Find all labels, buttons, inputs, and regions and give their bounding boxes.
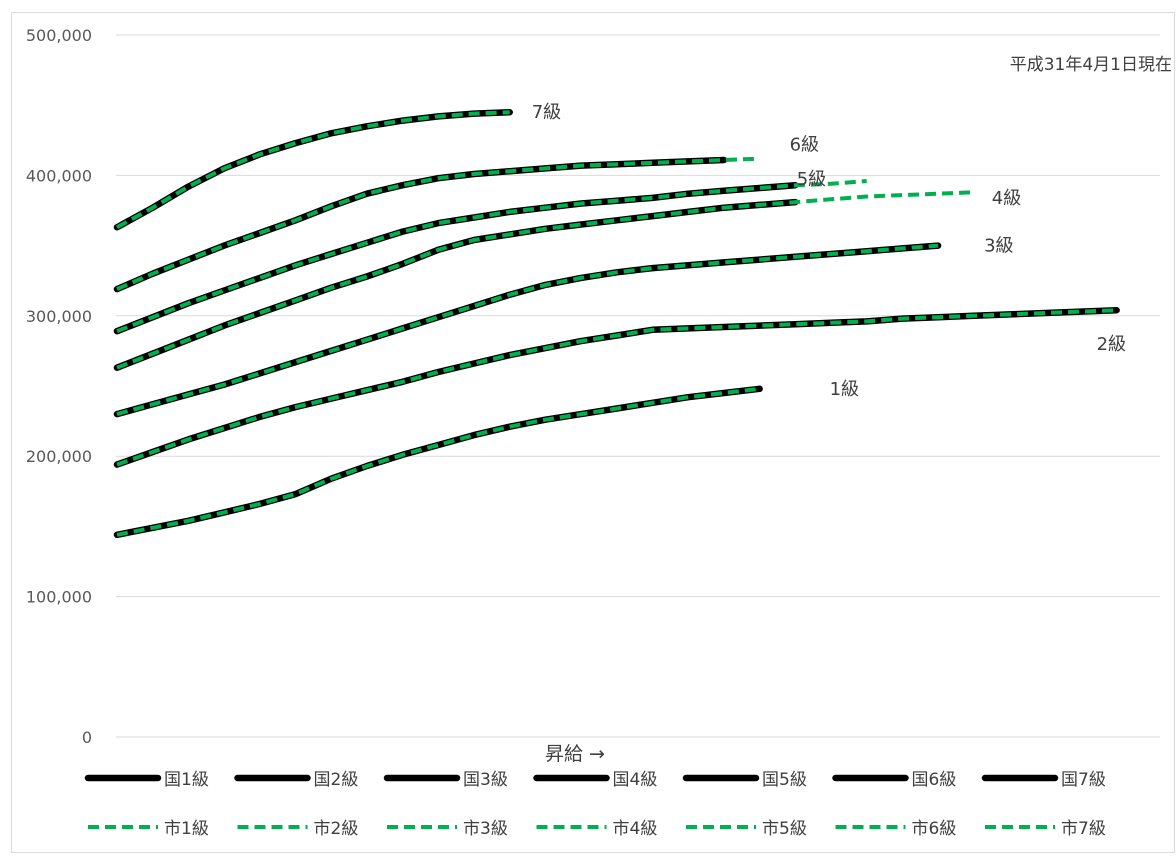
y-tick-label: 500,000 bbox=[26, 26, 92, 45]
series-line-city-grade-3 bbox=[116, 243, 939, 417]
legend-label-national-2: 国2級 bbox=[314, 770, 359, 790]
y-tick-label: 200,000 bbox=[26, 447, 92, 466]
grade-labels: 1級 2級 3級 4級 5級 6級 7級 bbox=[532, 102, 1126, 400]
legend-label-national-5: 国5級 bbox=[762, 770, 807, 790]
y-tick-label: 100,000 bbox=[26, 588, 92, 607]
legend-label-city-7: 市7級 bbox=[1061, 819, 1106, 839]
legend-label-city-6: 市6級 bbox=[912, 819, 957, 839]
series-line-city-grade-4 bbox=[116, 190, 974, 370]
legend-label-national-6: 国6級 bbox=[912, 770, 957, 790]
y-tick-label: 400,000 bbox=[26, 166, 92, 185]
grade-label-5: 5級 bbox=[797, 169, 826, 190]
legend-label-city-1: 市1級 bbox=[164, 819, 209, 839]
series-line-city-grade-1 bbox=[116, 386, 760, 537]
legend-label-city-5: 市5級 bbox=[762, 819, 807, 839]
x-axis-label: 昇給 → bbox=[545, 743, 605, 765]
series-line-city-grade-2 bbox=[116, 308, 1117, 467]
grade-label-1: 1級 bbox=[830, 379, 859, 400]
chart-border bbox=[11, 12, 1175, 853]
series-lines bbox=[113, 108, 1120, 539]
gridlines bbox=[116, 34, 1160, 738]
grade-label-2: 2級 bbox=[1097, 334, 1126, 355]
legend-label-national-3: 国3級 bbox=[463, 770, 508, 790]
legend-label-national-4: 国4級 bbox=[613, 770, 658, 790]
series-line-city-grade-6 bbox=[116, 156, 760, 291]
series-line-city-grade-7 bbox=[116, 110, 510, 230]
grade-label-3: 3級 bbox=[984, 236, 1013, 257]
y-tick-label: 300,000 bbox=[26, 307, 92, 326]
legend-label-city-4: 市4級 bbox=[613, 819, 658, 839]
grade-label-4: 4級 bbox=[992, 188, 1021, 209]
grade-label-6: 6級 bbox=[790, 135, 819, 156]
legend-label-national-7: 国7級 bbox=[1061, 770, 1106, 790]
legend-label-city-2: 市2級 bbox=[314, 819, 359, 839]
series-line-city-grade-5 bbox=[116, 179, 867, 334]
grade-label-7: 7級 bbox=[532, 102, 561, 123]
legend-label-city-3: 市3級 bbox=[463, 819, 508, 839]
legend-label-national-1: 国1級 bbox=[164, 770, 209, 790]
date-annotation: 平成31年4月1日現在 bbox=[1010, 55, 1172, 75]
y-tick-label: 0 bbox=[82, 728, 92, 747]
y-axis-tick-labels: 0 100,000 200,000 300,000 400,000 500,000 bbox=[26, 26, 92, 747]
